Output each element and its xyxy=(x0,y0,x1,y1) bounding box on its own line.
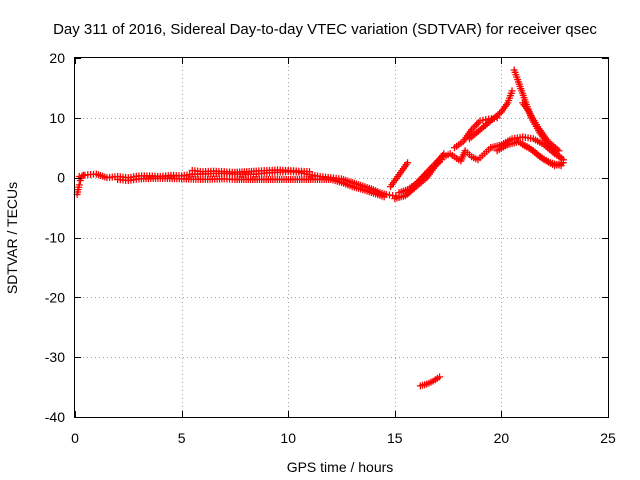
series-outlier xyxy=(416,373,444,390)
x-axis-label: GPS time / hours xyxy=(287,459,394,475)
data-point xyxy=(471,122,479,130)
y-tick-label: 10 xyxy=(49,110,65,126)
series-rise-2 xyxy=(465,87,516,143)
y-tick-label: -10 xyxy=(45,230,65,246)
y-tick-label: -40 xyxy=(45,409,65,425)
x-tick-label: 15 xyxy=(387,430,403,446)
data-point xyxy=(436,373,444,381)
data-point xyxy=(555,147,563,155)
x-tick-label: 10 xyxy=(280,430,296,446)
data-point xyxy=(380,193,388,201)
y-tick-label: -30 xyxy=(45,349,65,365)
data-point xyxy=(559,156,567,164)
y-tick-label: 0 xyxy=(57,170,65,186)
series-baseline-lower xyxy=(114,174,388,201)
data-point xyxy=(469,124,477,132)
plot-frame xyxy=(74,57,609,418)
chart-title: Day 311 of 2016, Sidereal Day-to-day VTE… xyxy=(53,21,597,38)
data-point xyxy=(404,159,412,167)
series-branch-a xyxy=(387,159,412,191)
axis-ticks: 0 5 10 15 20 25 -40 -30 -20 -10 0 10 20 xyxy=(45,50,616,446)
y-axis-label: SDTVAR / TECUs xyxy=(4,182,20,294)
data-point xyxy=(508,87,516,95)
series-peak-2 xyxy=(519,99,563,155)
data-point xyxy=(473,120,481,128)
data-points xyxy=(73,66,567,390)
x-tick-label: 5 xyxy=(178,430,186,446)
series-baseline-upper xyxy=(188,166,314,176)
x-tick-label: 20 xyxy=(494,430,510,446)
data-point xyxy=(75,181,83,189)
series-branch-d xyxy=(401,150,448,200)
series-mid xyxy=(440,144,495,165)
x-tick-label: 0 xyxy=(71,430,79,446)
y-tick-label: 20 xyxy=(49,50,65,66)
data-point xyxy=(306,168,314,176)
y-tick-label: -20 xyxy=(45,289,65,305)
x-tick-label: 25 xyxy=(600,430,616,446)
